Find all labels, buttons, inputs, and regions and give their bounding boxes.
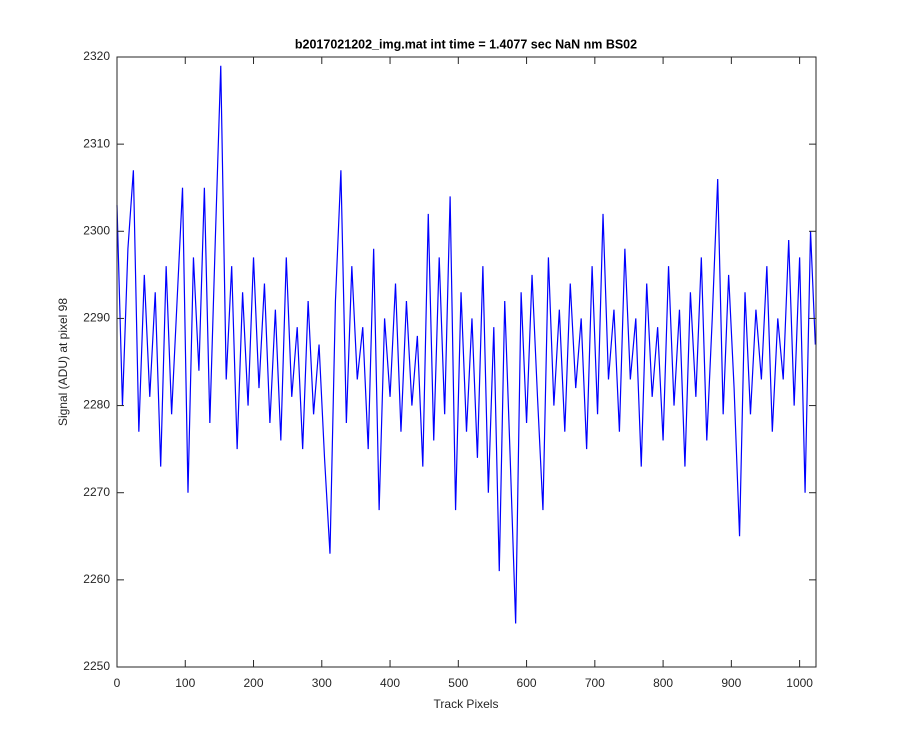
x-tick-label: 300 — [312, 676, 332, 690]
chart-title: b2017021202_img.mat int time = 1.4077 se… — [295, 37, 637, 51]
y-tick-label: 2280 — [83, 398, 110, 412]
x-tick-label: 400 — [380, 676, 400, 690]
y-tick-label: 2270 — [83, 485, 110, 499]
x-axis-label: Track Pixels — [434, 697, 499, 711]
x-tick-label: 0 — [114, 676, 121, 690]
y-tick-label: 2260 — [83, 572, 110, 586]
x-tick-label: 600 — [517, 676, 537, 690]
data-line — [116, 65, 816, 624]
x-tick-label: 1000 — [786, 676, 813, 690]
plot-area — [117, 57, 816, 667]
x-tick-label: 900 — [721, 676, 741, 690]
y-axis-label: Signal (ADU) at pixel 98 — [56, 298, 70, 426]
x-tick-label: 800 — [653, 676, 673, 690]
y-tick-label: 2310 — [83, 136, 110, 150]
x-tick-label: 100 — [175, 676, 195, 690]
x-tick-label: 700 — [585, 676, 605, 690]
y-tick-label: 2320 — [83, 49, 110, 63]
axes-box — [116, 56, 817, 668]
y-tick-label: 2250 — [83, 659, 110, 673]
y-tick-label: 2300 — [83, 223, 110, 237]
x-tick-label: 200 — [244, 676, 264, 690]
y-tick-label: 2290 — [83, 311, 110, 325]
x-tick-label: 500 — [448, 676, 468, 690]
